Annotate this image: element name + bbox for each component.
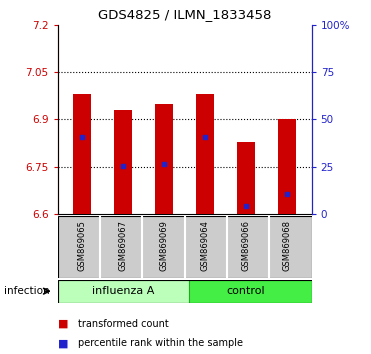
Text: percentile rank within the sample: percentile rank within the sample — [78, 338, 243, 348]
Bar — [73, 94, 91, 214]
Text: GSM869064: GSM869064 — [201, 220, 210, 271]
Text: control: control — [227, 286, 265, 296]
Text: GSM869067: GSM869067 — [119, 220, 128, 271]
Bar — [58, 280, 189, 303]
Bar — [114, 110, 132, 214]
Text: infection: infection — [4, 286, 49, 296]
Text: GSM869069: GSM869069 — [160, 220, 168, 271]
Bar — [237, 142, 255, 214]
Text: influenza A: influenza A — [92, 286, 154, 296]
Bar — [278, 119, 296, 214]
Text: GSM869065: GSM869065 — [78, 220, 86, 271]
Bar — [196, 94, 214, 214]
Bar — [155, 104, 173, 214]
Text: GSM869068: GSM869068 — [283, 220, 292, 271]
Title: GDS4825 / ILMN_1833458: GDS4825 / ILMN_1833458 — [98, 8, 271, 21]
Text: ■: ■ — [58, 319, 68, 329]
Text: ■: ■ — [58, 338, 68, 348]
Text: transformed count: transformed count — [78, 319, 169, 329]
Bar — [189, 280, 312, 303]
Text: GSM869066: GSM869066 — [242, 220, 250, 271]
